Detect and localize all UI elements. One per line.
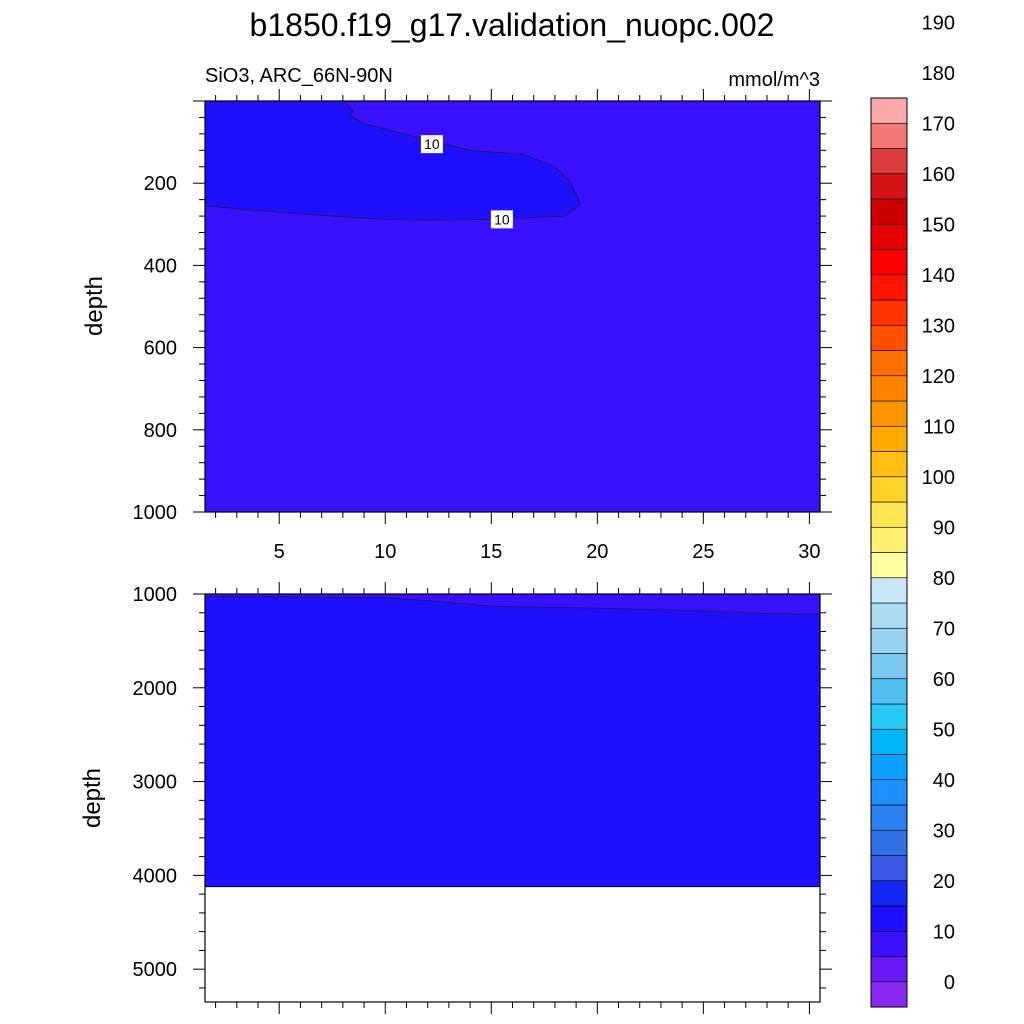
colorbar-swatch bbox=[870, 223, 908, 250]
lower-ytick-label: 5000 bbox=[133, 959, 178, 981]
colorbar-swatch bbox=[870, 779, 908, 806]
chart-subtitle-right: mmol/m^3 bbox=[728, 69, 820, 91]
colorbar-swatch bbox=[870, 249, 908, 276]
chart-title: b1850.f19_g17.validation_nuopc.002 bbox=[250, 7, 775, 43]
upper-contour-label-0: 10 bbox=[424, 136, 440, 152]
lower-panel-ylabel: depth bbox=[79, 768, 106, 828]
colorbar-swatch bbox=[870, 678, 908, 705]
colorbar-label: 60 bbox=[933, 669, 955, 691]
colorbar-swatch bbox=[870, 476, 908, 503]
upper-contour-label-bg-1 bbox=[490, 210, 513, 229]
colorbar-swatch bbox=[870, 754, 908, 781]
lower-ytick-label: 2000 bbox=[133, 678, 178, 700]
colorbar-swatch bbox=[870, 451, 908, 478]
colorbar-label: 0 bbox=[944, 972, 955, 994]
lower-field bbox=[205, 594, 820, 887]
colorbar-swatch bbox=[870, 299, 908, 326]
colorbar-swatch bbox=[870, 122, 908, 149]
colorbar-swatch bbox=[870, 400, 908, 427]
upper-ytick-label: 600 bbox=[144, 338, 177, 360]
colorbar-swatch bbox=[870, 855, 908, 882]
upper-xtick-label: 20 bbox=[586, 541, 608, 563]
colorbar-label: 130 bbox=[922, 315, 955, 337]
colorbar-label: 150 bbox=[922, 214, 955, 236]
colorbar-swatch bbox=[870, 425, 908, 452]
colorbar-label: 160 bbox=[922, 164, 955, 186]
upper-contour-label-1: 10 bbox=[494, 211, 510, 227]
lower-panel: 1000 2000 3000 4000 5000 bbox=[133, 582, 832, 1014]
lower-ytick-label: 4000 bbox=[133, 865, 178, 887]
colorbar-label: 190 bbox=[922, 12, 955, 34]
lower-ytick-label: 3000 bbox=[133, 772, 178, 794]
upper-xtick-label: 10 bbox=[374, 541, 396, 563]
colorbar-label: 80 bbox=[933, 568, 955, 590]
colorbar-swatch bbox=[870, 526, 908, 553]
colorbar-swatch bbox=[870, 880, 908, 907]
colorbar-label: 100 bbox=[922, 467, 955, 489]
colorbar-swatch bbox=[870, 501, 908, 528]
colorbar-swatch bbox=[870, 905, 908, 932]
colorbar-label: 30 bbox=[933, 820, 955, 842]
colorbar-swatch bbox=[870, 728, 908, 755]
colorbar-swatch bbox=[870, 653, 908, 680]
upper-ytick-label: 1000 bbox=[133, 502, 178, 524]
colorbar-label: 140 bbox=[922, 265, 955, 287]
colorbar-swatch bbox=[870, 274, 908, 301]
colorbar-label: 20 bbox=[933, 871, 955, 893]
upper-panel-ylabel: depth bbox=[81, 276, 108, 336]
colorbar-swatch bbox=[870, 602, 908, 629]
colorbar-label: 170 bbox=[922, 113, 955, 135]
upper-contour-region-0 bbox=[204, 100, 581, 221]
colorbar-label: 180 bbox=[922, 63, 955, 85]
colorbar-swatch bbox=[870, 552, 908, 579]
colorbar-label: 70 bbox=[933, 618, 955, 640]
colorbar-swatch bbox=[870, 577, 908, 604]
colorbar-label: 50 bbox=[933, 719, 955, 741]
upper-panel: 10 10 5 10 15 20 25 30 200 400 600 800 1000 bbox=[133, 89, 832, 563]
upper-xtick-label: 15 bbox=[480, 541, 502, 563]
colorbar-swatch bbox=[870, 829, 908, 856]
colorbar-label: 40 bbox=[933, 770, 955, 792]
colorbar-swatch bbox=[870, 198, 908, 225]
upper-ytick-label: 800 bbox=[144, 420, 177, 442]
colorbar-swatch bbox=[870, 324, 908, 351]
colorbar-swatch bbox=[870, 930, 908, 957]
colorbar-swatch bbox=[870, 804, 908, 831]
colorbar-label: 110 bbox=[923, 416, 955, 438]
chart-subtitle-left: SiO3, ARC_66N-90N bbox=[205, 65, 393, 87]
colorbar-frame bbox=[870, 97, 908, 1008]
colorbar-swatch bbox=[870, 173, 908, 200]
upper-contour-label-bg-0 bbox=[420, 135, 443, 154]
colorbar-label: 10 bbox=[933, 921, 955, 943]
colorbar-swatch bbox=[870, 981, 908, 1008]
colorbar-swatch bbox=[870, 375, 908, 402]
colorbar: 0 10 20 30 40 50 60 70 80 90 100 110 120 130 140 150 160… bbox=[870, 12, 955, 1008]
lower-ytick-label: 1000 bbox=[133, 584, 178, 606]
upper-ytick-label: 400 bbox=[144, 255, 177, 277]
colorbar-swatch bbox=[870, 148, 908, 175]
colorbar-label: 90 bbox=[933, 517, 955, 539]
colorbar-swatch bbox=[870, 97, 908, 124]
colorbar-swatch bbox=[870, 627, 908, 654]
upper-xtick-label: 30 bbox=[798, 541, 820, 563]
upper-xtick-label: 25 bbox=[692, 541, 714, 563]
colorbar-swatch bbox=[870, 956, 908, 983]
colorbar-swatch bbox=[870, 350, 908, 377]
colorbar-swatch bbox=[870, 703, 908, 730]
colorbar-label: 120 bbox=[922, 366, 955, 388]
upper-xtick-label: 5 bbox=[274, 541, 285, 563]
upper-ytick-label: 200 bbox=[144, 173, 177, 195]
